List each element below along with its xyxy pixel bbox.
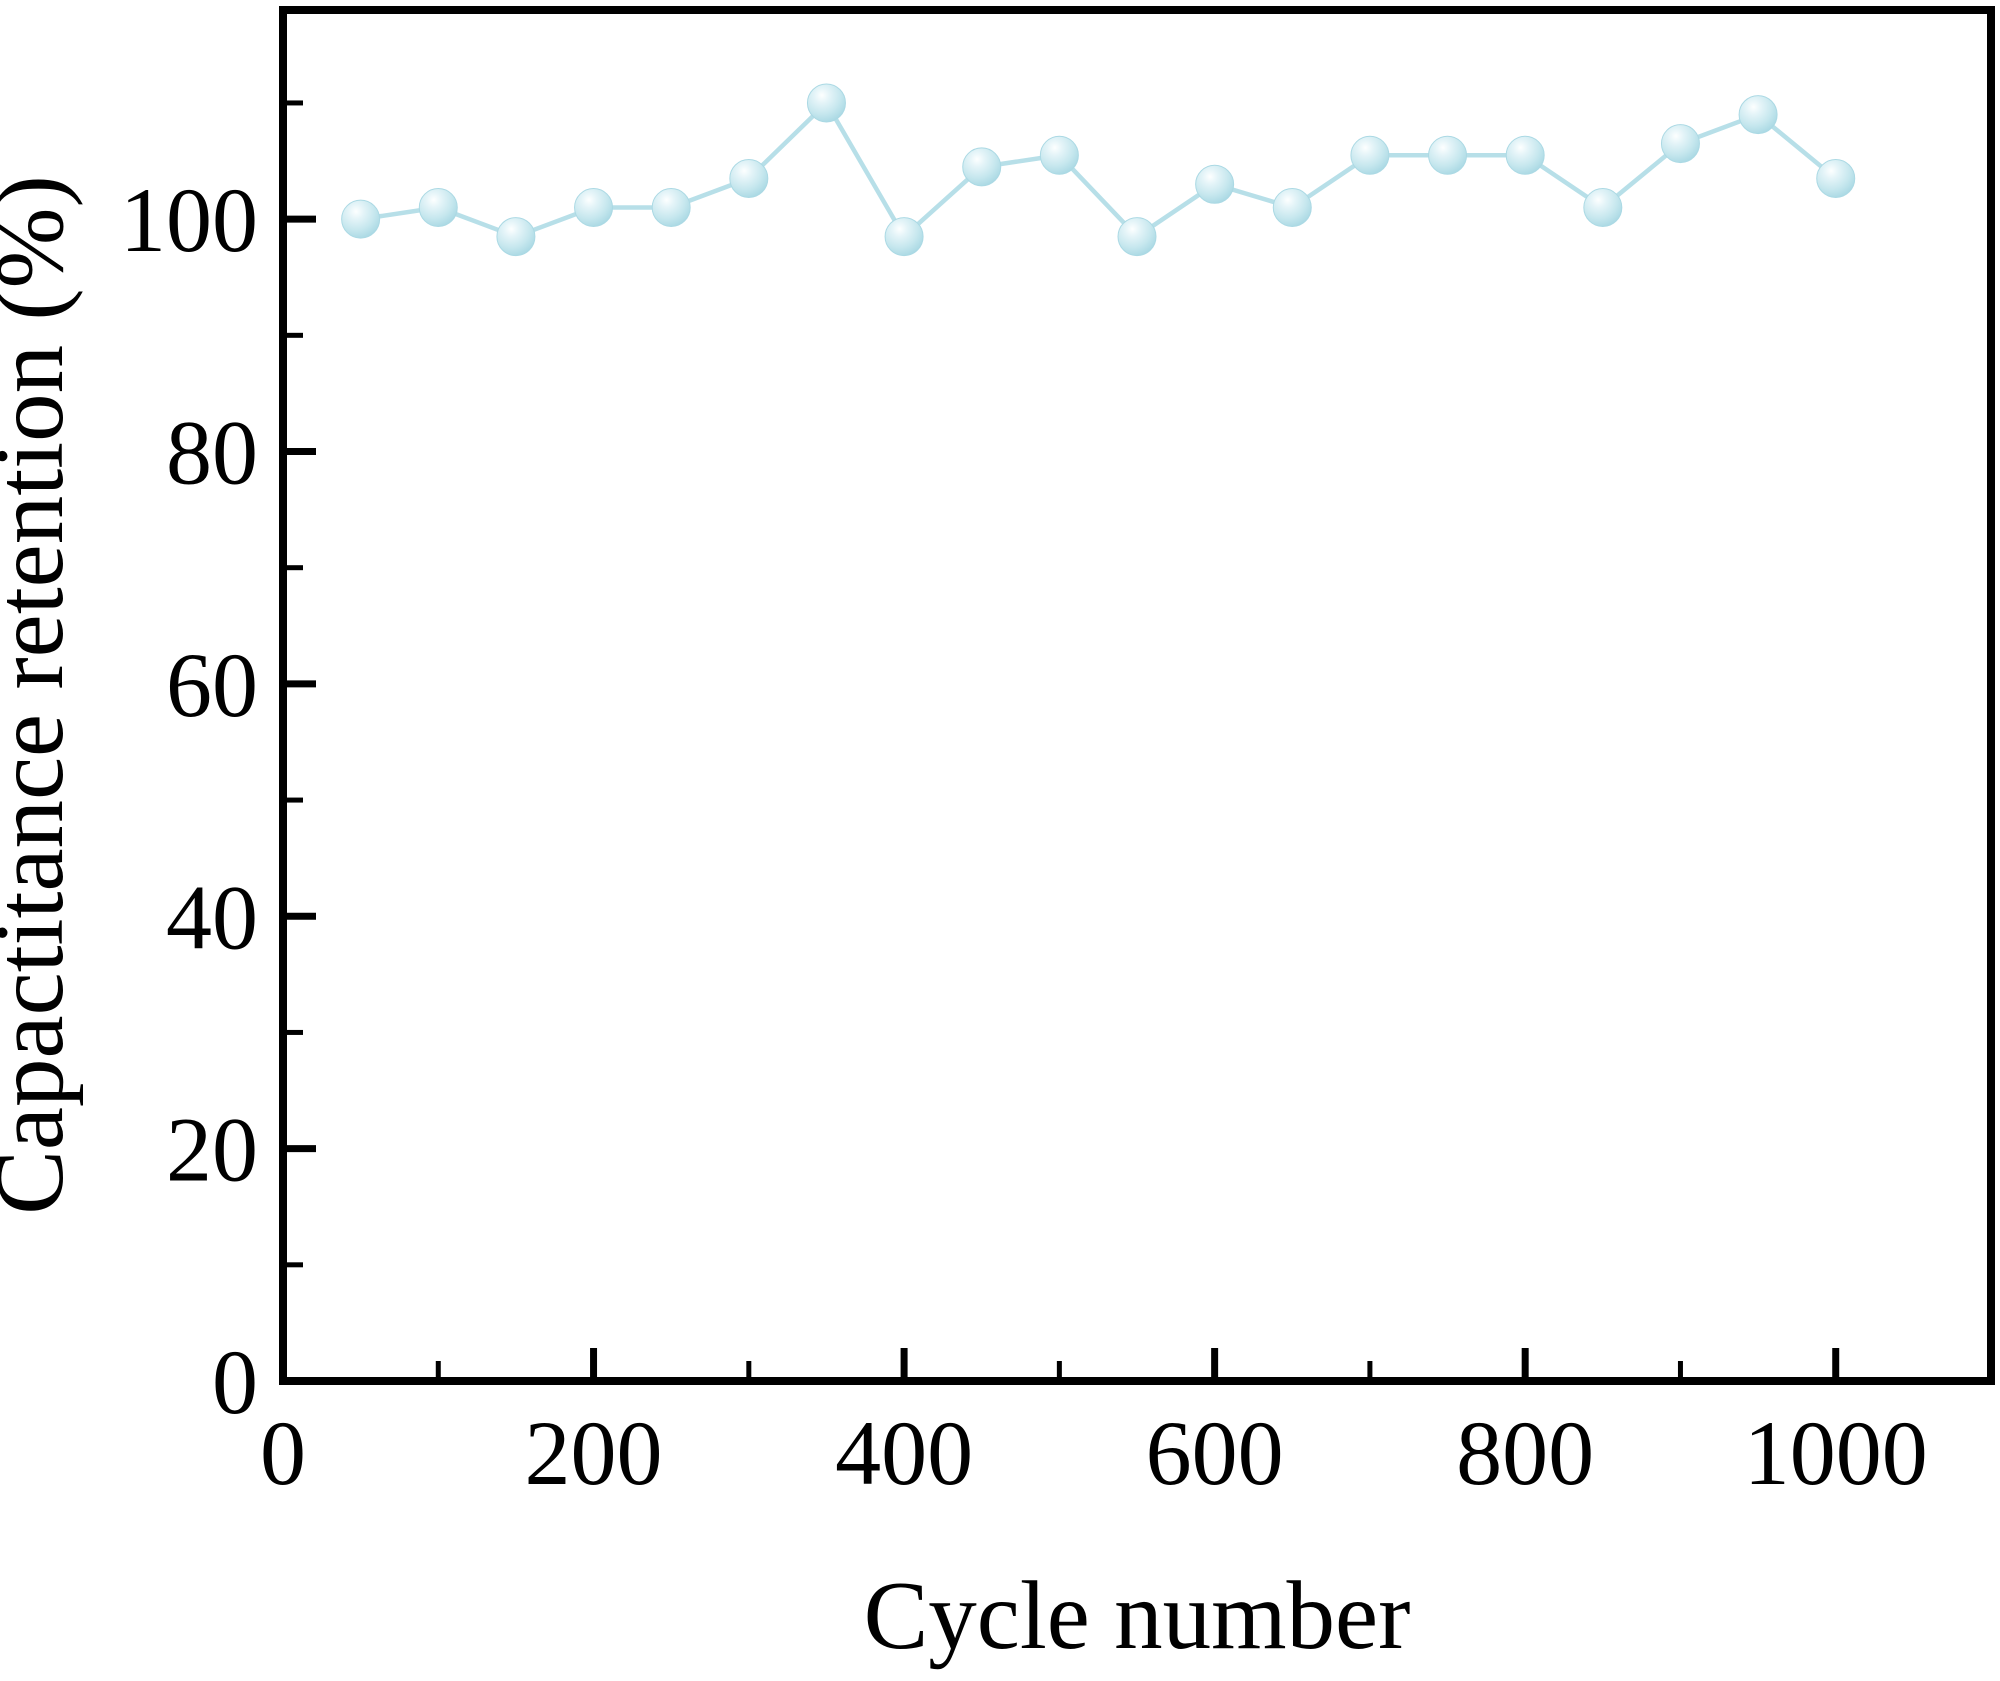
data-point-100	[418, 188, 458, 228]
y-axis-title: Capactitance retention (%)	[0, 175, 83, 1215]
tick-labels: 0 200 400 600 800 1000 0 20 40 60 80 100	[120, 169, 1928, 1504]
data-point-850	[1583, 188, 1623, 228]
data-point-300	[729, 158, 769, 198]
y-tick-label-60: 60	[166, 634, 258, 736]
data-point-750	[1428, 135, 1468, 175]
data-point-550	[1117, 217, 1157, 257]
x-tick-label-400: 400	[835, 1402, 973, 1504]
data-series	[341, 83, 1856, 257]
x-tick-label-600: 600	[1146, 1402, 1284, 1504]
data-point-400	[884, 217, 924, 257]
x-axis-title: Cycle number	[864, 1562, 1411, 1669]
x-tick-label-1000: 1000	[1744, 1402, 1928, 1504]
data-point-200	[574, 188, 614, 228]
data-point-500	[1039, 135, 1079, 175]
x-tick-label-0: 0	[260, 1402, 306, 1504]
data-point-700	[1350, 135, 1390, 175]
y-tick-label-40: 40	[166, 866, 258, 968]
data-point-800	[1505, 135, 1545, 175]
data-point-350	[806, 83, 846, 123]
y-tick-label-0: 0	[212, 1331, 258, 1433]
plot-frame	[279, 6, 1995, 1385]
y-tick-label-80: 80	[166, 402, 258, 504]
data-point-600	[1195, 164, 1235, 204]
data-point-650	[1272, 188, 1312, 228]
data-point-1000	[1816, 158, 1856, 198]
data-point-150	[496, 217, 536, 257]
data-point-250	[651, 188, 691, 228]
axis-ticks	[279, 100, 1840, 1385]
data-point-50	[341, 199, 381, 239]
y-tick-label-100: 100	[120, 169, 258, 271]
data-point-900	[1660, 124, 1700, 164]
x-tick-label-200: 200	[525, 1402, 663, 1504]
data-point-950	[1738, 95, 1778, 135]
x-tick-label-800: 800	[1456, 1402, 1594, 1504]
data-point-450	[962, 147, 1002, 187]
y-tick-label-20: 20	[166, 1099, 258, 1201]
